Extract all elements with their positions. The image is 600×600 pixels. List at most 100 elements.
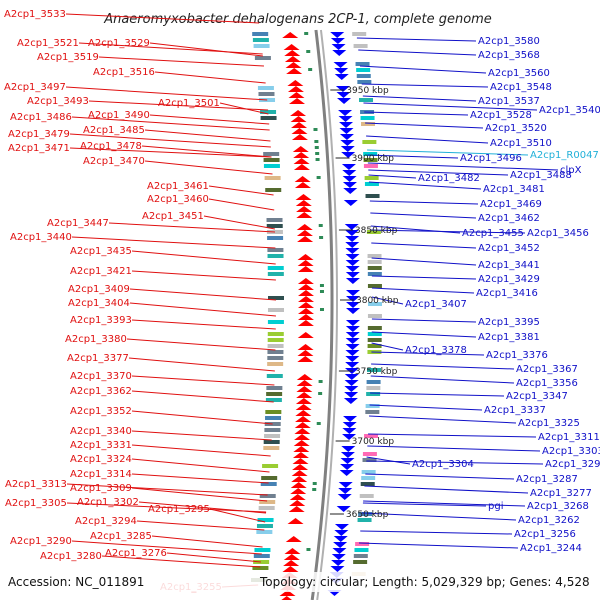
- gene-label-a2cp1-3470[interactable]: A2cp1_3470: [83, 156, 145, 167]
- feature-block: [359, 494, 374, 498]
- gene-label-a2cp1-3309[interactable]: A2cp1_3309: [70, 483, 132, 494]
- gene-label-a2cp1-3478[interactable]: A2cp1_3478: [80, 141, 142, 152]
- gene-label-pgi[interactable]: pgi: [488, 501, 503, 512]
- gene-label-a2cp1-3560[interactable]: A2cp1_3560: [488, 68, 550, 79]
- gene-label-a2cp1-3493[interactable]: A2cp1_3493: [27, 96, 89, 107]
- gene-label-a2cp1-3324[interactable]: A2cp1_3324: [70, 454, 132, 465]
- gene-label-a2cp1-3461[interactable]: A2cp1_3461: [147, 181, 209, 192]
- gene-label-a2cp1-3537[interactable]: A2cp1_3537: [478, 96, 540, 107]
- left-label-connector: [141, 145, 272, 158]
- gene-label-a2cp1-3287[interactable]: A2cp1_3287: [516, 474, 578, 485]
- gene-label-a2cp1-3277[interactable]: A2cp1_3277: [530, 488, 592, 499]
- gene-label-a2cp1-3303[interactable]: A2cp1_3303: [542, 446, 600, 457]
- gene-label-a2cp1-3376[interactable]: A2cp1_3376: [486, 350, 548, 361]
- gene-label-a2cp1-3479[interactable]: A2cp1_3479: [8, 129, 70, 140]
- gene-label-a2cp1-3276[interactable]: A2cp1_3276: [105, 548, 167, 559]
- gene-label-a2cp1-3262[interactable]: A2cp1_3262: [518, 515, 580, 526]
- gene-label-a2cp1-3296[interactable]: A2cp1_3296: [545, 459, 600, 470]
- gene-label-a2cp1-3519[interactable]: A2cp1_3519: [37, 52, 99, 63]
- gene-label-a2cp1-3497[interactable]: A2cp1_3497: [4, 82, 66, 93]
- gene-label-a2cp1-3285[interactable]: A2cp1_3285: [90, 531, 152, 542]
- gene-label-a2cp1-3469[interactable]: A2cp1_3469: [480, 199, 542, 210]
- gene-label-a2cp1-3395[interactable]: A2cp1_3395: [478, 317, 540, 328]
- gene-label-a2cp1-3516[interactable]: A2cp1_3516: [93, 67, 155, 78]
- gene-label-a2cp1-3337[interactable]: A2cp1_3337: [484, 405, 546, 416]
- gene-label-a2cp1-3362[interactable]: A2cp1_3362: [70, 386, 132, 397]
- gene-label-a2cp1-3347[interactable]: A2cp1_3347: [506, 391, 568, 402]
- feature-block: [264, 422, 281, 426]
- gene-label-a2cp1-3393[interactable]: A2cp1_3393: [70, 315, 132, 326]
- gene-label-a2cp1-3451[interactable]: A2cp1_3451: [142, 211, 204, 222]
- gene-label-a2cp1-3471[interactable]: A2cp1_3471: [8, 143, 70, 154]
- gene-label-a2cp1-3280[interactable]: A2cp1_3280: [40, 551, 102, 562]
- gene-label-a2cp1-3314[interactable]: A2cp1_3314: [70, 469, 132, 480]
- gene-label-a2cp1-3356[interactable]: A2cp1_3356: [516, 378, 578, 389]
- scale-mark-label: 3900 kbp: [352, 154, 395, 164]
- gene-label-a2cp1-3313[interactable]: A2cp1_3313: [5, 479, 67, 490]
- gene-label-a2cp1-3435[interactable]: A2cp1_3435: [70, 246, 132, 257]
- gene-label-a2cp1-3302[interactable]: A2cp1_3302: [77, 497, 139, 508]
- gene-label-a2cp1-3521[interactable]: A2cp1_3521: [17, 38, 79, 49]
- gene-label-a2cp1-3580[interactable]: A2cp1_3580: [478, 36, 540, 47]
- gene-label-a2cp1-3311[interactable]: A2cp1_3311: [538, 432, 600, 443]
- gene-label-a2cp1-3529[interactable]: A2cp1_3529: [88, 38, 150, 49]
- gene-label-a2cp1-3481[interactable]: A2cp1_3481: [483, 184, 545, 195]
- gene-label-a2cp1-3447[interactable]: A2cp1_3447: [47, 218, 109, 229]
- gene-label-a2cp1-3404[interactable]: A2cp1_3404: [68, 298, 130, 309]
- gene-label-a2cp1-3294[interactable]: A2cp1_3294: [75, 516, 137, 527]
- gene-label-a2cp1-3490[interactable]: A2cp1_3490: [88, 110, 150, 121]
- gene-label-a2cp1-3452[interactable]: A2cp1_3452: [478, 243, 540, 254]
- gene-label-a2cp1-3290[interactable]: A2cp1_3290: [10, 536, 72, 547]
- gene-label-a2cp1-3325[interactable]: A2cp1_3325: [518, 418, 580, 429]
- feature-block: [362, 458, 377, 462]
- gene-label-a2cp1-3501[interactable]: A2cp1_3501: [158, 98, 220, 109]
- gene-label-a2cp1-3421[interactable]: A2cp1_3421: [70, 266, 132, 277]
- forward-gene-mark: [284, 56, 301, 62]
- gene-label-a2cp1-3488[interactable]: A2cp1_3488: [510, 170, 572, 181]
- gene-label-a2cp1-3520[interactable]: A2cp1_3520: [485, 123, 547, 134]
- gene-label-a2cp1-3409[interactable]: A2cp1_3409: [68, 284, 130, 295]
- gene-label-a2cp1-3440[interactable]: A2cp1_3440: [10, 232, 72, 243]
- gene-label-a2cp1-3456[interactable]: A2cp1_3456: [527, 228, 589, 239]
- gene-label-a2cp1-3407[interactable]: A2cp1_3407: [405, 299, 467, 310]
- gene-label-a2cp1-3533[interactable]: A2cp1_3533: [4, 9, 66, 20]
- gene-label-a2cp1-3295[interactable]: A2cp1_3295: [148, 504, 210, 515]
- gene-label-a2cp1-3377[interactable]: A2cp1_3377: [67, 353, 129, 364]
- gene-label-a2cp1-3268[interactable]: A2cp1_3268: [527, 501, 589, 512]
- gene-label-a2cp1-3340[interactable]: A2cp1_3340: [70, 426, 132, 437]
- gene-label-a2cp1-3331[interactable]: A2cp1_3331: [70, 440, 132, 451]
- gene-label-a2cp1-3305[interactable]: A2cp1_3305: [5, 498, 67, 509]
- gene-label-a2cp1-3378[interactable]: A2cp1_3378: [405, 345, 467, 356]
- gene-label-a2cp1-3486[interactable]: A2cp1_3486: [10, 112, 72, 123]
- gene-label-clpx[interactable]: clpX: [560, 165, 582, 176]
- reverse-gene-mark: [338, 116, 353, 122]
- gene-label-a2cp1-3416[interactable]: A2cp1_3416: [476, 288, 538, 299]
- gene-label-a2cp1-3460[interactable]: A2cp1_3460: [147, 194, 209, 205]
- gene-label-a2cp1-3370[interactable]: A2cp1_3370: [70, 371, 132, 382]
- gene-label-a2cp1-3244[interactable]: A2cp1_3244: [520, 543, 582, 554]
- feature-block: [360, 116, 375, 120]
- gene-label-a2cp1-3540[interactable]: A2cp1_3540: [539, 105, 600, 116]
- gene-label-a2cp1-3441[interactable]: A2cp1_3441: [478, 260, 540, 271]
- gene-label-a2cp1-3462[interactable]: A2cp1_3462: [478, 213, 540, 224]
- gene-label-a2cp1-3381[interactable]: A2cp1_3381: [478, 332, 540, 343]
- gene-label-a2cp1-r0047[interactable]: A2cp1_R0047: [530, 150, 599, 161]
- gene-label-a2cp1-3496[interactable]: A2cp1_3496: [460, 153, 522, 164]
- gene-label-a2cp1-3304[interactable]: A2cp1_3304: [412, 459, 474, 470]
- gene-label-a2cp1-3455[interactable]: A2cp1_3455: [462, 228, 524, 239]
- gene-label-a2cp1-3352[interactable]: A2cp1_3352: [70, 406, 132, 417]
- gene-label-a2cp1-3429[interactable]: A2cp1_3429: [478, 274, 540, 285]
- feature-block: [258, 506, 275, 510]
- gene-label-a2cp1-3528[interactable]: A2cp1_3528: [470, 110, 532, 121]
- gene-label-a2cp1-3568[interactable]: A2cp1_3568: [478, 50, 540, 61]
- gene-label-a2cp1-3380[interactable]: A2cp1_3380: [65, 334, 127, 345]
- left-label-connector: [208, 198, 275, 211]
- feature-block: [357, 518, 372, 522]
- gene-label-a2cp1-3485[interactable]: A2cp1_3485: [83, 125, 145, 136]
- gene-label-a2cp1-3482[interactable]: A2cp1_3482: [418, 173, 480, 184]
- gene-label-a2cp1-3548[interactable]: A2cp1_3548: [490, 82, 552, 93]
- gene-label-a2cp1-3510[interactable]: A2cp1_3510: [490, 138, 552, 149]
- feature-block: [356, 74, 371, 78]
- gene-label-a2cp1-3256[interactable]: A2cp1_3256: [514, 529, 576, 540]
- gene-label-a2cp1-3367[interactable]: A2cp1_3367: [516, 364, 578, 375]
